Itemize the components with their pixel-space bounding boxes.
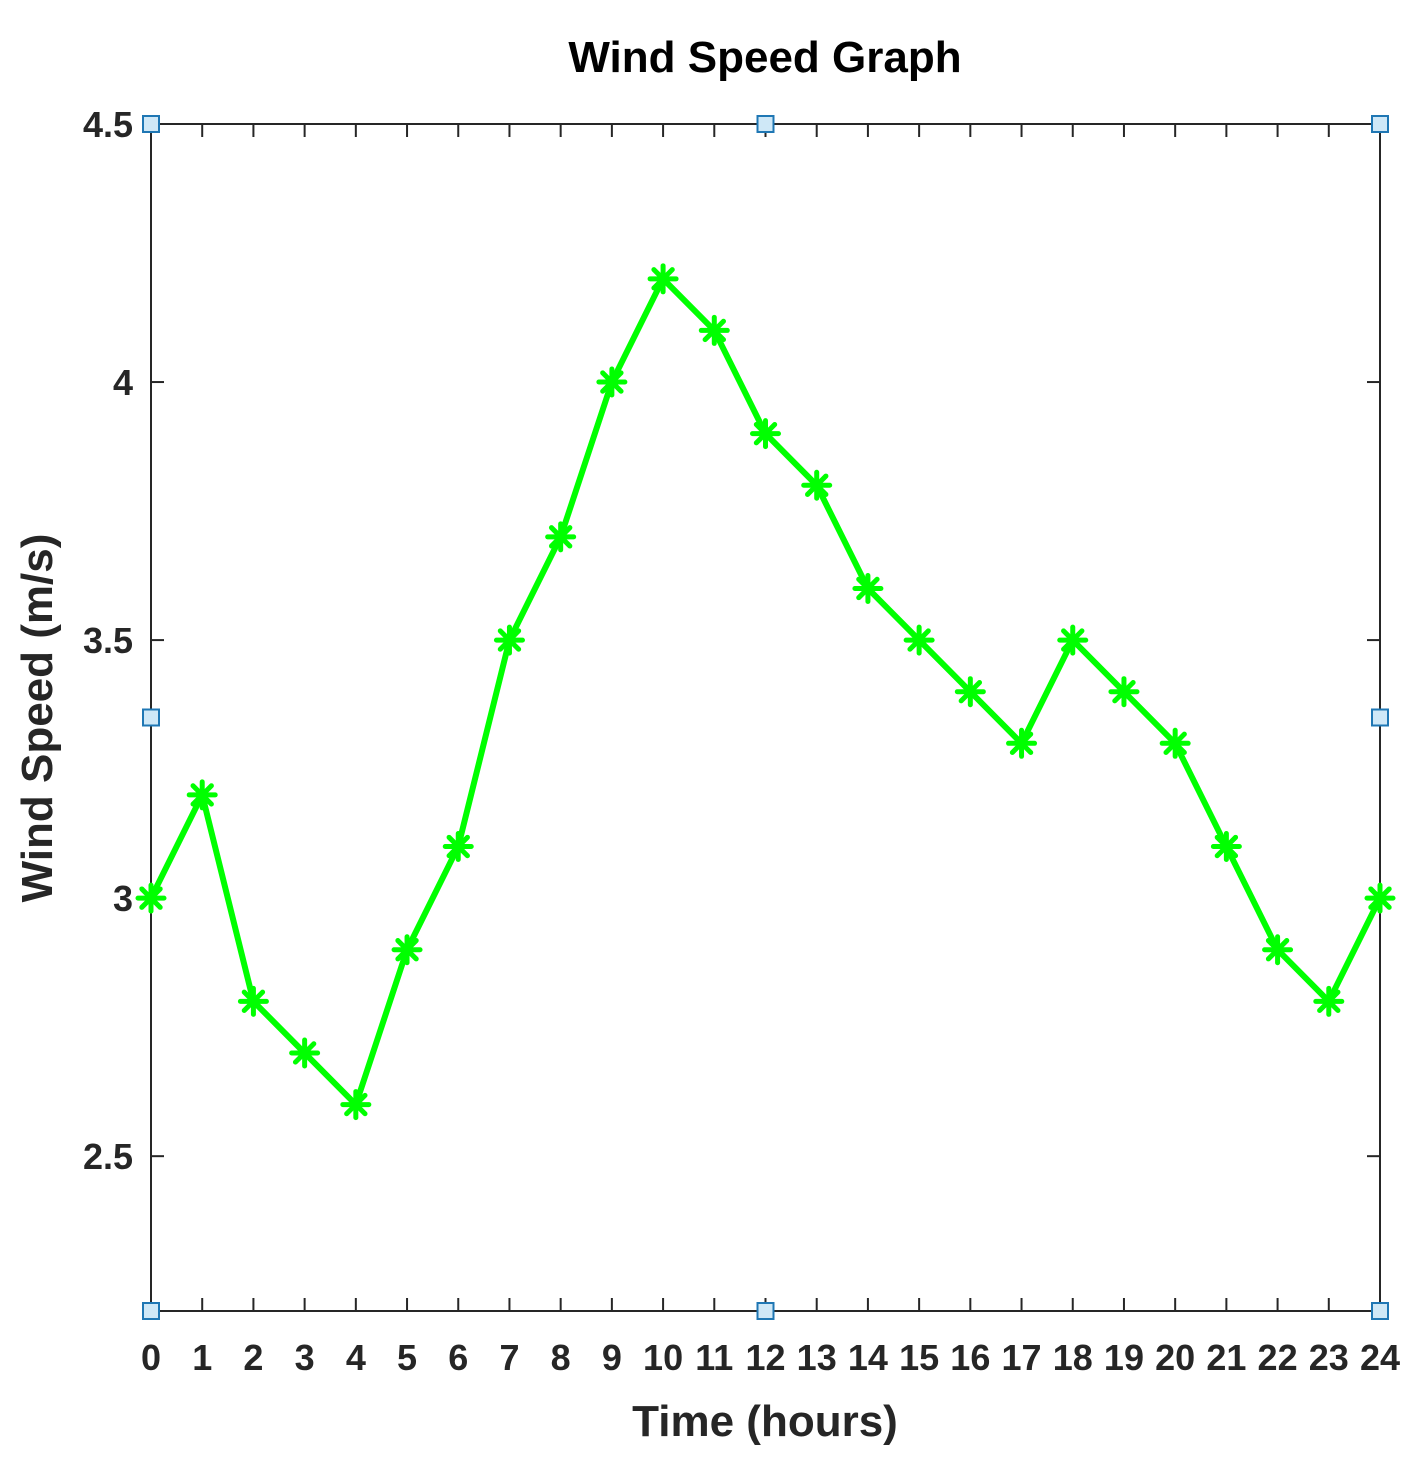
resize-handle[interactable] xyxy=(1371,115,1389,133)
axis-ticks xyxy=(150,123,1381,1311)
data-point-marker xyxy=(340,1089,372,1121)
data-series xyxy=(135,263,1396,1121)
x-tick-label: 3 xyxy=(295,1337,315,1378)
data-point-marker xyxy=(801,469,833,501)
data-point-marker xyxy=(289,1037,321,1069)
x-tick-label: 21 xyxy=(1206,1337,1246,1378)
data-point-marker xyxy=(750,418,781,450)
x-tick-label: 16 xyxy=(950,1337,990,1378)
series-line xyxy=(148,275,1383,1108)
data-point-marker xyxy=(493,624,525,656)
x-tick-label: 13 xyxy=(797,1337,837,1378)
resize-handle[interactable] xyxy=(756,115,775,133)
data-point-marker xyxy=(135,882,167,914)
x-tick-label: 7 xyxy=(499,1337,519,1378)
x-tick-label: 5 xyxy=(397,1337,417,1378)
x-tick-label: 9 xyxy=(602,1337,622,1378)
data-point-marker xyxy=(1108,676,1140,708)
x-tick-label: 18 xyxy=(1053,1337,1093,1378)
y-tick-label: 4.5 xyxy=(83,104,133,145)
y-tick-label: 3 xyxy=(113,878,133,919)
x-tick-label: 8 xyxy=(551,1337,571,1378)
resize-handle[interactable] xyxy=(142,115,160,133)
data-point-marker xyxy=(596,366,628,398)
x-tick-label: 12 xyxy=(745,1337,785,1378)
y-tick-label: 2.5 xyxy=(83,1136,133,1177)
x-tick-label: 2 xyxy=(243,1337,263,1378)
selection-handles[interactable] xyxy=(142,115,1389,1320)
chart-title: Wind Speed Graph xyxy=(568,33,961,82)
data-point-marker xyxy=(954,676,986,708)
data-point-marker xyxy=(1262,934,1294,966)
x-tick-label: 20 xyxy=(1155,1337,1195,1378)
data-point-marker xyxy=(903,624,935,656)
plot-area-frame xyxy=(150,123,1381,1312)
x-tick-label: 1 xyxy=(192,1337,212,1378)
data-point-marker xyxy=(186,779,218,811)
y-tick-label: 3.5 xyxy=(83,620,133,661)
x-tick-label: 14 xyxy=(848,1337,888,1378)
x-axis-label: Time (hours) xyxy=(632,1397,898,1446)
x-tick-label: 6 xyxy=(448,1337,468,1378)
x-tick-label: 24 xyxy=(1360,1337,1400,1378)
resize-handle[interactable] xyxy=(142,1302,160,1320)
data-point-marker xyxy=(647,263,679,295)
data-point-marker xyxy=(1057,624,1089,656)
x-tick-label: 15 xyxy=(899,1337,939,1378)
resize-handle[interactable] xyxy=(1371,708,1389,727)
x-tick-label: 4 xyxy=(346,1337,366,1378)
x-tick-label: 23 xyxy=(1309,1337,1349,1378)
x-tick-labels: 0 1 2 3 4 5 6 7 8 9 10 11 12 13 14 15 16 17 18 19 20 21 22 23 24 xyxy=(141,1337,1400,1378)
resize-handle[interactable] xyxy=(1371,1302,1389,1320)
x-tick-label: 10 xyxy=(643,1337,683,1378)
resize-handle[interactable] xyxy=(756,1302,775,1320)
data-point-marker xyxy=(1364,882,1396,914)
x-tick-label: 0 xyxy=(141,1337,161,1378)
data-point-marker xyxy=(442,831,474,863)
resize-handle[interactable] xyxy=(142,708,160,727)
data-point-marker xyxy=(1159,727,1191,759)
x-tick-label: 17 xyxy=(1002,1337,1042,1378)
data-point-marker xyxy=(1313,985,1345,1017)
data-point-marker xyxy=(1006,727,1038,759)
data-point-marker xyxy=(237,985,269,1017)
data-point-marker xyxy=(1210,831,1242,863)
y-tick-labels: 2.5 3 3.5 4 4.5 xyxy=(83,104,133,1177)
x-tick-label: 11 xyxy=(695,1337,733,1378)
x-tick-label: 22 xyxy=(1258,1337,1298,1378)
data-point-marker xyxy=(545,521,577,553)
y-tick-label: 4 xyxy=(113,362,133,403)
y-axis-label: Wind Speed (m/s) xyxy=(13,534,62,903)
data-point-marker xyxy=(698,314,730,346)
x-tick-label: 19 xyxy=(1104,1337,1144,1378)
data-point-marker xyxy=(852,572,884,604)
data-point-marker xyxy=(391,934,423,966)
